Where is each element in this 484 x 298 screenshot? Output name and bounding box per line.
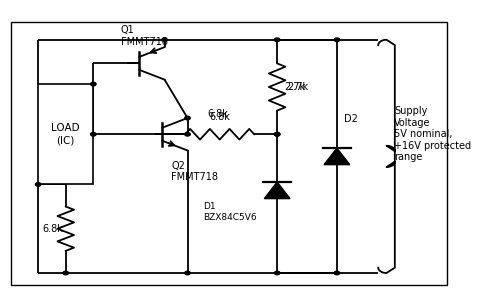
Text: 6.8k: 6.8k	[209, 112, 230, 122]
Circle shape	[184, 116, 190, 120]
Text: D2: D2	[343, 114, 357, 125]
Text: 6.8k: 6.8k	[207, 109, 227, 119]
Circle shape	[91, 133, 96, 136]
Polygon shape	[323, 148, 349, 165]
Circle shape	[91, 82, 96, 86]
Polygon shape	[264, 182, 289, 198]
Circle shape	[274, 133, 279, 136]
Circle shape	[274, 271, 279, 275]
Circle shape	[274, 38, 279, 41]
Text: Q2
FMMT718: Q2 FMMT718	[171, 161, 218, 182]
Text: 2.7k: 2.7k	[287, 82, 308, 92]
Text: 6.8k: 6.8k	[43, 224, 63, 234]
Bar	[11, 22, 446, 285]
Circle shape	[162, 38, 167, 41]
Text: Supply
Voltage
5V nominal,
+16V protected
range: Supply Voltage 5V nominal, +16V protecte…	[393, 106, 470, 162]
Text: LOAD
(IC): LOAD (IC)	[51, 123, 80, 145]
Text: 2.7k: 2.7k	[284, 82, 304, 92]
Bar	[38, 84, 93, 184]
Circle shape	[333, 38, 339, 41]
Circle shape	[35, 183, 41, 186]
Text: Q1
FMMT718: Q1 FMMT718	[121, 25, 167, 46]
Circle shape	[184, 271, 190, 275]
Circle shape	[63, 271, 68, 275]
Circle shape	[333, 271, 339, 275]
Text: D1
BZX84C5V6: D1 BZX84C5V6	[203, 202, 257, 221]
Circle shape	[184, 133, 190, 136]
Circle shape	[274, 133, 279, 136]
